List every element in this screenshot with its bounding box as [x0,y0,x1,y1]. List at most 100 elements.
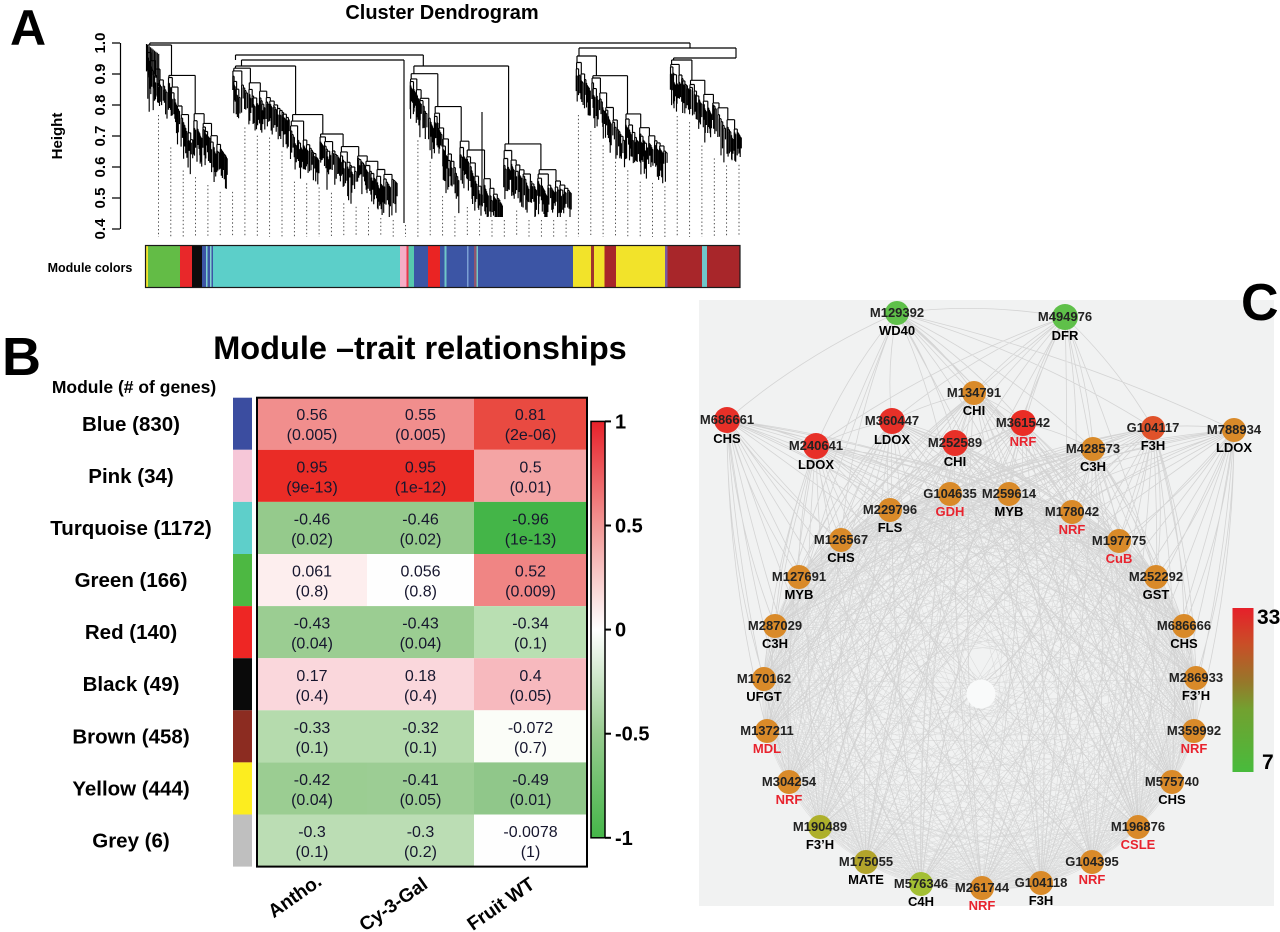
svg-text:(0.8): (0.8) [296,584,329,601]
svg-text:33: 33 [1257,606,1280,629]
svg-text:-0.32: -0.32 [402,720,439,737]
svg-text:B: B [2,327,41,387]
svg-text:M494976: M494976 [1038,309,1092,324]
svg-text:0.56: 0.56 [296,407,327,424]
svg-text:0.18: 0.18 [405,668,436,685]
svg-text:0.9: 0.9 [92,64,109,85]
svg-text:Grey (6): Grey (6) [92,830,169,853]
svg-text:-0.46: -0.46 [402,511,439,528]
svg-text:(0.05): (0.05) [400,792,442,809]
svg-text:C3H: C3H [1080,459,1106,474]
svg-text:(0.04): (0.04) [400,636,442,653]
svg-text:Module colors: Module colors [48,261,133,275]
svg-text:(0.005): (0.005) [395,427,446,444]
svg-text:Black (49): Black (49) [83,673,180,696]
svg-text:F3’H: F3’H [1182,688,1210,703]
svg-text:1.0: 1.0 [92,33,109,54]
svg-text:0.55: 0.55 [405,407,436,424]
svg-text:C3H: C3H [762,636,788,651]
svg-text:(0.02): (0.02) [400,531,442,548]
svg-text:-0.46: -0.46 [294,511,331,528]
svg-text:M686661: M686661 [700,412,754,427]
svg-text:0.81: 0.81 [515,407,546,424]
svg-text:-0.33: -0.33 [294,720,331,737]
svg-text:0.95: 0.95 [405,459,436,476]
svg-text:M127691: M127691 [772,569,826,584]
svg-text:Pink (34): Pink (34) [88,465,173,488]
svg-text:M261744: M261744 [955,880,1010,895]
svg-text:NRF: NRF [1079,872,1106,887]
svg-text:(0.1): (0.1) [296,844,329,861]
svg-text:M229796: M229796 [863,502,917,517]
svg-text:Brown (458): Brown (458) [72,725,189,748]
svg-text:Antho.: Antho. [265,871,326,923]
svg-text:(1e-12): (1e-12) [395,479,447,496]
svg-text:0.8: 0.8 [92,95,109,116]
svg-text:M134791: M134791 [947,385,1001,400]
svg-text:(0.7): (0.7) [514,740,547,757]
svg-text:M575740: M575740 [1145,774,1199,789]
svg-text:M287029: M287029 [748,618,802,633]
svg-text:-1: -1 [615,828,633,850]
svg-text:M686666: M686666 [1157,618,1211,633]
svg-text:0.056: 0.056 [400,564,440,581]
svg-text:M788934: M788934 [1207,422,1262,437]
svg-text:M196876: M196876 [1111,819,1165,834]
svg-text:(0.02): (0.02) [291,531,333,548]
svg-text:M126567: M126567 [814,532,868,547]
svg-text:NRF: NRF [1010,434,1037,449]
svg-text:M129392: M129392 [870,305,924,320]
svg-text:NRF: NRF [969,898,996,913]
svg-text:G104118: G104118 [1015,875,1068,890]
svg-text:(0.2): (0.2) [404,844,437,861]
svg-text:(0.04): (0.04) [291,636,333,653]
svg-text:CHI: CHI [944,454,966,469]
svg-text:F3H: F3H [1141,438,1166,453]
svg-text:(0.01): (0.01) [510,479,552,496]
svg-text:GDH: GDH [936,504,965,519]
svg-text:A: A [10,0,46,56]
svg-text:(9e-13): (9e-13) [286,479,338,496]
svg-text:0.5: 0.5 [519,459,541,476]
svg-text:MYB: MYB [995,504,1024,519]
svg-text:NRF: NRF [1181,741,1208,756]
svg-text:M190489: M190489 [793,819,847,834]
svg-text:M286933: M286933 [1169,670,1223,685]
svg-text:FLS: FLS [878,520,903,535]
svg-text:C4H: C4H [908,894,934,909]
svg-text:Green (166): Green (166) [75,569,188,592]
svg-text:G104117: G104117 [1127,420,1180,435]
svg-text:M360447: M360447 [865,413,919,428]
svg-text:1: 1 [615,411,626,433]
svg-text:M252292: M252292 [1129,569,1183,584]
svg-text:(0.05): (0.05) [510,688,552,705]
svg-text:F3H: F3H [1029,893,1054,908]
svg-text:M576346: M576346 [894,876,948,891]
svg-text:0.7: 0.7 [92,126,109,147]
svg-text:MATE: MATE [848,872,884,887]
svg-text:(0.009): (0.009) [505,584,556,601]
svg-text:7: 7 [1262,751,1274,774]
svg-text:Module –trait relationships: Module –trait relationships [213,330,627,366]
svg-text:0.5: 0.5 [92,188,109,209]
svg-text:CHI: CHI [963,403,985,418]
svg-text:Turquoise (1172): Turquoise (1172) [50,517,211,540]
svg-text:0: 0 [615,620,626,642]
svg-text:NRF: NRF [776,792,803,807]
svg-text:M304254: M304254 [762,774,817,789]
svg-text:-0.072: -0.072 [508,720,553,737]
svg-text:M170162: M170162 [737,671,791,686]
svg-text:(0.04): (0.04) [291,792,333,809]
svg-text:CHS: CHS [827,550,855,565]
svg-text:WD40: WD40 [879,323,915,338]
svg-text:DFR: DFR [1052,328,1079,343]
svg-text:M259614: M259614 [982,486,1037,501]
svg-text:Red (140): Red (140) [85,621,177,644]
svg-text:M240641: M240641 [789,438,843,453]
svg-text:CSLE: CSLE [1121,837,1156,852]
svg-text:CHS: CHS [1158,792,1186,807]
svg-text:-0.0078: -0.0078 [503,824,557,841]
svg-text:M175055: M175055 [839,854,893,869]
svg-text:(0.1): (0.1) [296,740,329,757]
svg-text:M197775: M197775 [1092,533,1146,548]
